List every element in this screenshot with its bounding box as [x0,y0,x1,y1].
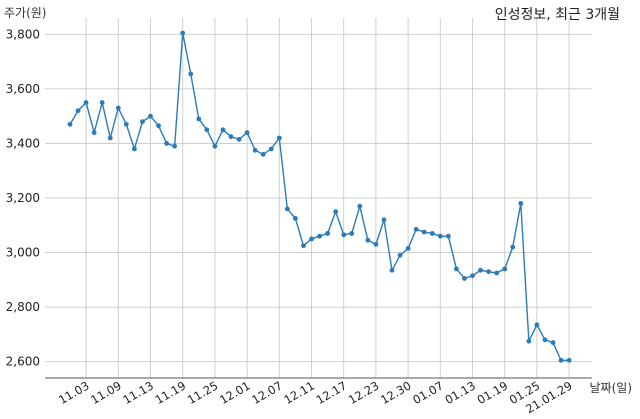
data-point [381,217,387,223]
x-tick-label: 11.03 [56,378,92,407]
data-point [204,127,210,133]
data-point [196,116,202,122]
data-point [293,216,298,221]
data-point [454,266,459,272]
chart-title: 인성정보, 최근 3개월 [494,7,620,23]
x-tick-label: 12.30 [378,378,414,407]
data-point [123,121,129,127]
data-point [397,252,403,258]
y-tick-label: 3,400 [6,136,40,150]
x-tick-label: 01.13 [442,378,478,407]
x-tick-label: 01.07 [410,378,446,407]
data-point [518,201,524,206]
y-tick-label: 3,600 [6,82,40,96]
y-tick-label: 3,000 [6,246,40,260]
data-point [188,71,194,77]
y-tick-label: 3,800 [6,27,40,41]
data-point [437,233,443,239]
price-series [67,30,572,363]
data-point [357,203,363,209]
data-point [470,273,475,279]
data-point [236,136,242,142]
x-tick-label: 12.23 [346,378,382,407]
data-point [478,267,483,273]
data-point [365,237,371,243]
data-point [252,147,258,153]
data-point [301,243,306,249]
data-point [99,100,105,105]
data-point [389,267,395,273]
data-point [132,146,137,152]
data-point [172,143,178,149]
data-point [140,119,145,125]
series-line [69,32,570,361]
data-point [220,127,226,133]
data-point [558,357,564,363]
data-point [333,209,339,215]
data-point [405,246,411,251]
x-tick-label: 12.11 [281,378,317,407]
data-point [550,340,556,345]
x-tick-label: 11.25 [185,378,221,407]
y-axis-ticks: 2,600 2,800 3,000 3,200 3,400 3,600 3,800 [6,27,40,368]
data-point [148,113,153,119]
data-point [325,231,330,236]
data-point [156,123,161,129]
data-point [115,105,121,111]
grid-lines [45,18,592,378]
data-point [421,229,427,235]
x-tick-label: 12.17 [314,378,350,407]
data-point [276,135,282,141]
data-point [373,241,379,247]
data-point [83,100,89,105]
data-point [510,244,516,250]
y-tick-label: 2,600 [6,355,40,369]
data-point [317,233,322,239]
y-axis-label: 주가(원) [4,6,47,20]
data-point [341,232,347,238]
data-point [462,276,467,281]
x-tick-label: 11.09 [88,378,124,407]
data-point [75,108,81,114]
x-tick-label: 01.19 [475,378,511,407]
data-point [526,338,532,344]
data-point [429,231,435,236]
x-axis-ticks: 11.0311.0911.1311.1911.2512.0112.0712.11… [56,378,575,416]
data-point [180,30,186,36]
x-tick-label: 12.07 [249,378,285,407]
data-point [309,236,314,242]
y-tick-label: 2,800 [6,300,40,314]
y-tick-label: 3,200 [6,191,40,205]
x-tick-label: 11.19 [153,378,189,407]
data-point [542,337,548,343]
data-point [486,269,491,275]
data-point [67,121,73,127]
data-point [228,134,234,140]
data-point [349,231,355,236]
data-point [534,322,540,328]
data-point [164,141,170,146]
data-point [91,130,97,135]
data-point [494,270,500,276]
data-point [566,357,572,363]
data-point [212,143,218,149]
x-axis-label: 날짜(일) [589,381,632,395]
x-tick-label: 11.13 [120,378,156,407]
data-point [413,226,419,232]
data-point [502,266,508,272]
data-point [244,130,250,135]
x-tick-label: 12.01 [217,378,253,407]
data-point [445,233,451,239]
data-point [268,146,274,152]
data-point [107,135,113,141]
data-point [284,206,290,212]
data-point [260,151,266,157]
